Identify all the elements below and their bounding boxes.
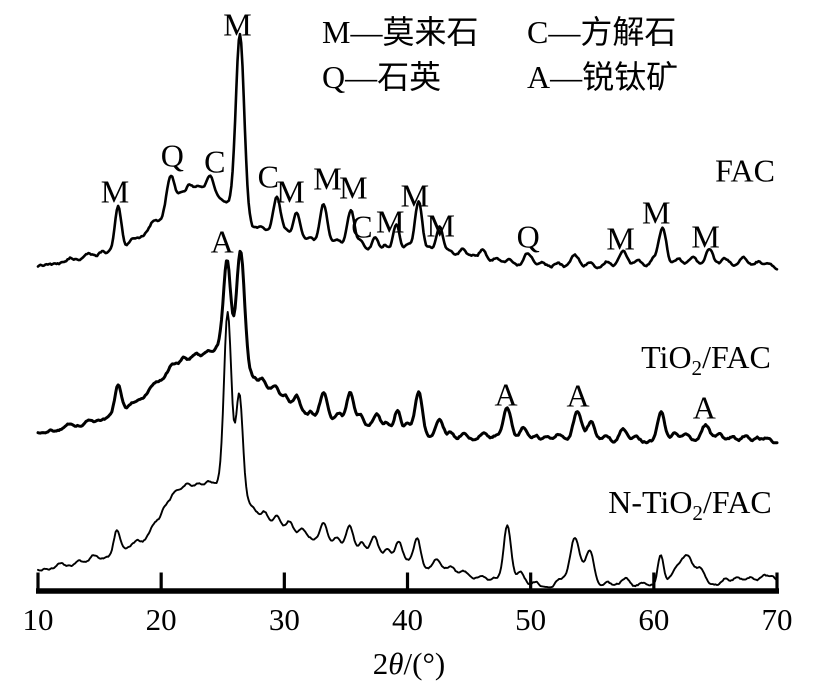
peak-label-M: M [642, 194, 671, 231]
curve-N-TiO2-FAC [37, 311, 778, 589]
x-axis-title-pre: 2 [372, 646, 389, 681]
legend-item-anatase: A—锐钛矿 [527, 59, 679, 95]
peak-label-M: M [400, 177, 430, 214]
peak-label-M: M [223, 6, 252, 43]
peak-label-C: C [257, 158, 279, 195]
peak-label-M: M [426, 207, 455, 244]
x-axis-title: 2θ/(°) [373, 646, 445, 682]
x-tick-label: 10 [22, 602, 54, 637]
curve-FAC [36, 32, 779, 271]
peak-label-Q: Q [160, 137, 184, 174]
peak-label-M: M [276, 173, 305, 210]
peak-label-M: M [376, 203, 405, 240]
legend-item-calcite: C—方解石 [527, 14, 677, 50]
x-tick-label: 60 [638, 602, 670, 637]
peak-label-Q: Q [516, 218, 540, 255]
peak-label-M: M [339, 169, 368, 206]
x-tick-label: 50 [515, 602, 547, 637]
x-axis-title-theta: θ [388, 646, 404, 681]
legend-item-quartz: Q—石英 [322, 59, 442, 95]
series-label-N-TiO2-FAC: N-TiO2/FAC [608, 483, 772, 526]
peak-label-A: A [494, 376, 518, 413]
legend-item-mullite: M—莫来石 [322, 14, 479, 50]
peak-label-A: A [566, 377, 590, 414]
x-tick-label: 20 [145, 602, 177, 637]
x-axis-title-post: /(°) [403, 646, 446, 681]
x-tick-label: 70 [761, 602, 793, 637]
peak-label-C: C [351, 208, 373, 245]
x-tick-label: 30 [268, 602, 300, 637]
peak-label-M: M [100, 173, 130, 210]
curve-TiO2-FAC [36, 249, 779, 445]
phase-legend: M—莫来石 C—方解石 Q—石英 A—锐钛矿 [322, 10, 678, 100]
x-tick-label: 40 [392, 602, 423, 637]
peak-label-A: A [692, 389, 716, 426]
peak-label-A: A [210, 223, 234, 260]
peak-label-M: M [691, 218, 720, 255]
peak-label-C: C [204, 143, 226, 180]
peak-label-M: M [313, 160, 342, 197]
peak-label-M: M [606, 220, 635, 257]
series-label-TiO2-FAC: TiO2/FAC [641, 338, 771, 381]
series-label-FAC: FAC [715, 152, 775, 189]
